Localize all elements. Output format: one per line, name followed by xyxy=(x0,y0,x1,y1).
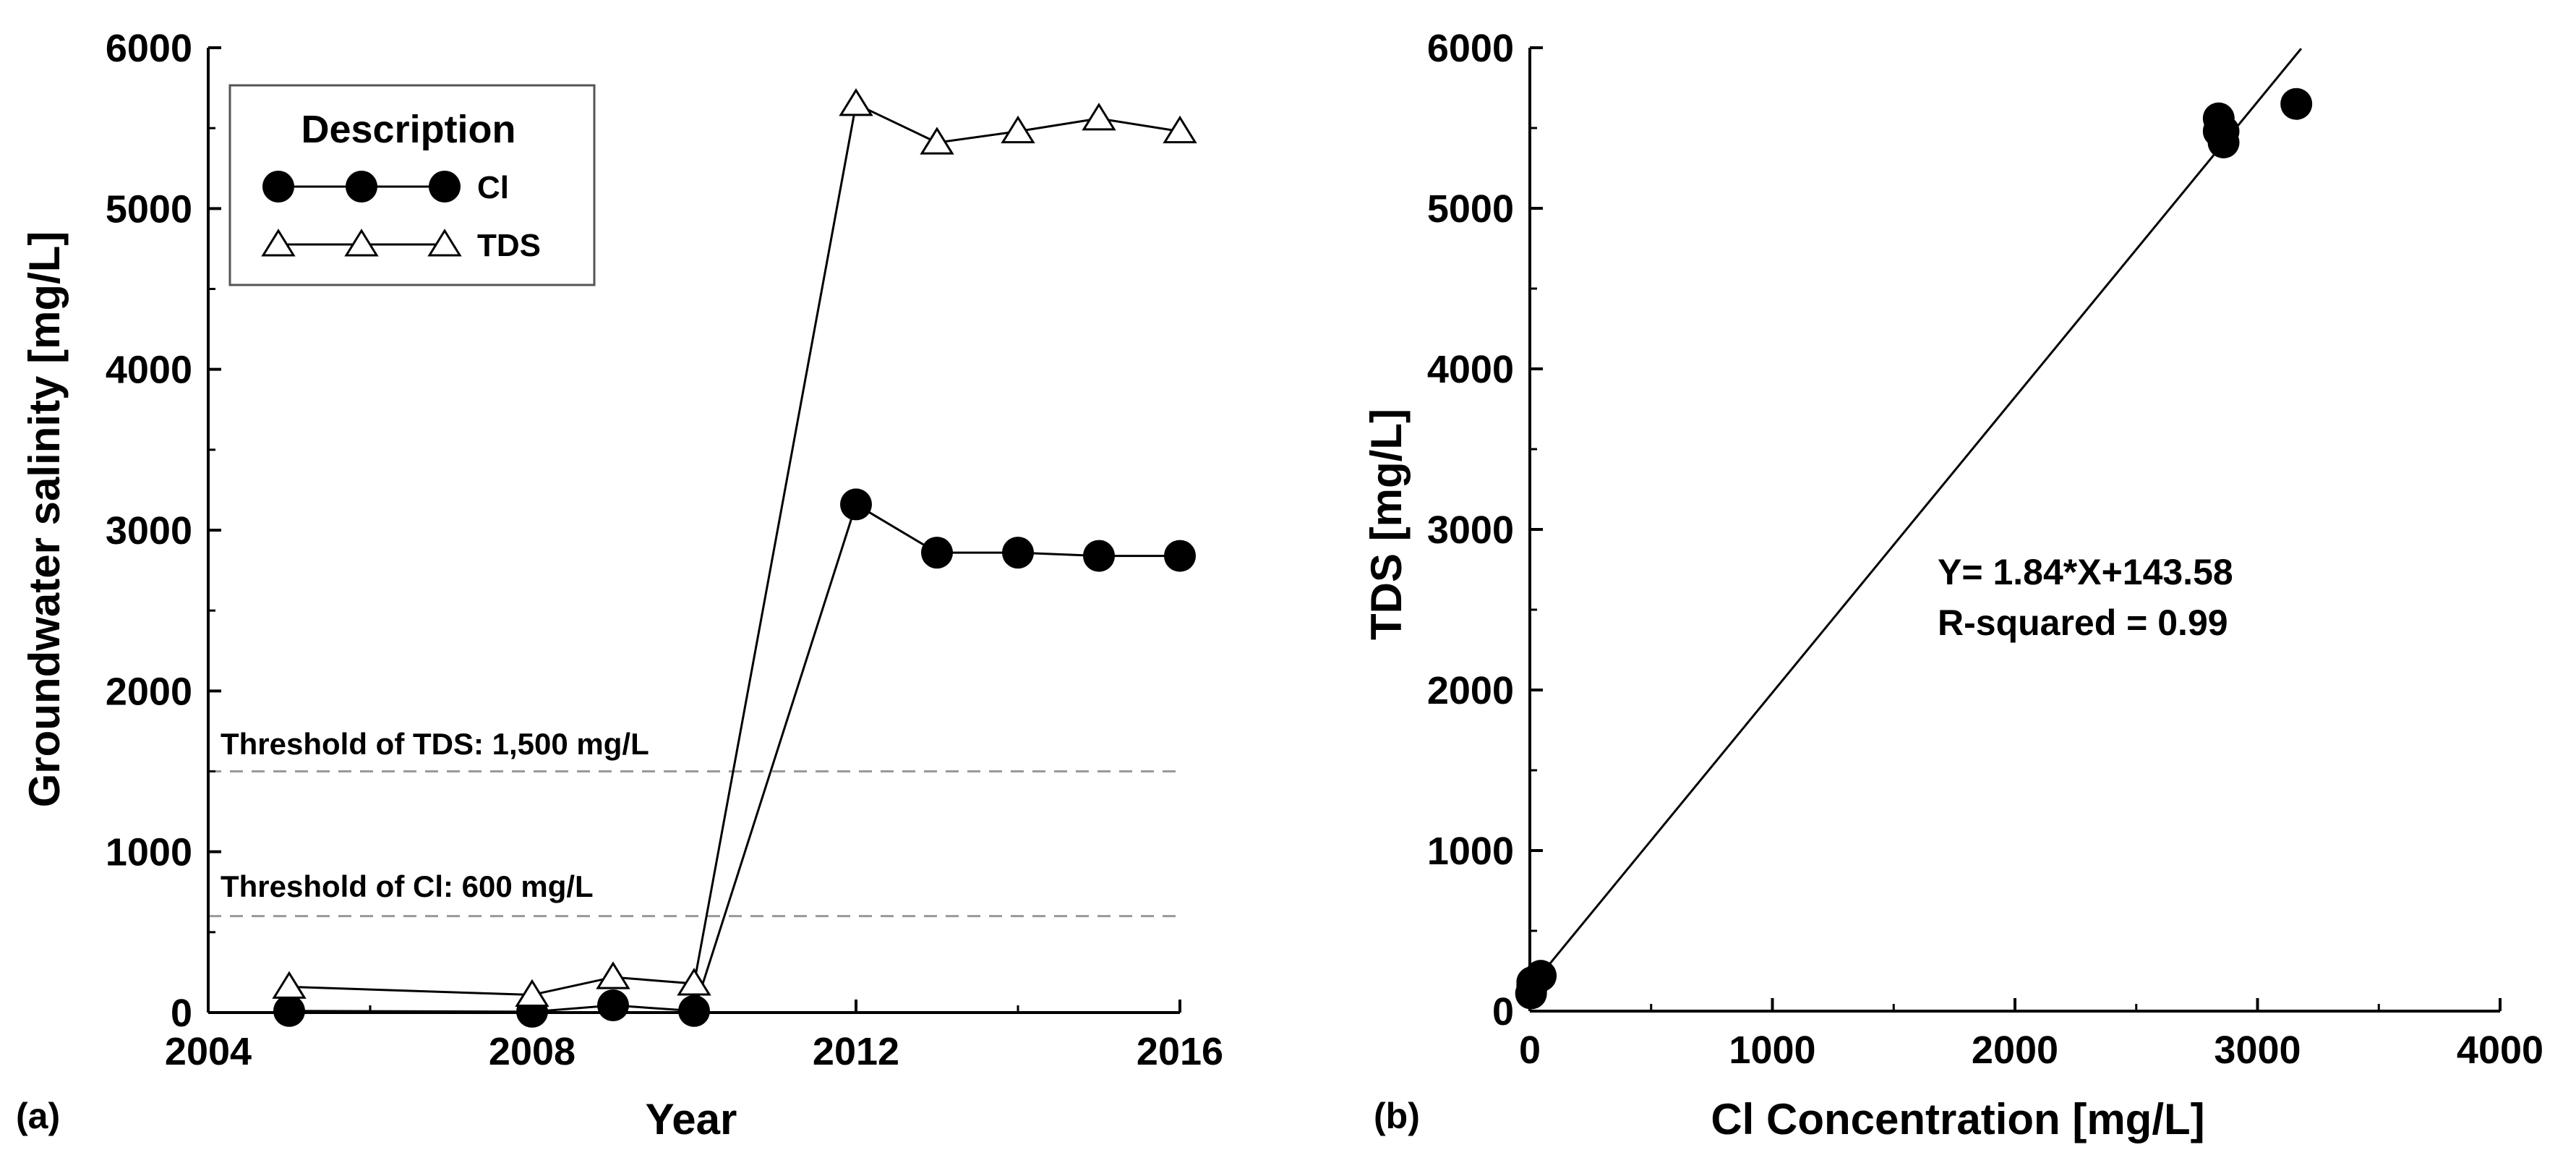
data-point-tds xyxy=(596,961,630,989)
data-point-cl xyxy=(1083,540,1115,572)
legend-tds-marker-3 xyxy=(427,229,462,257)
legend-cl-marker-1 xyxy=(262,171,294,203)
panel-a-label: (a) xyxy=(16,1096,60,1136)
legend-entry-cl: Cl xyxy=(262,170,509,205)
legend-cl-marker-3 xyxy=(429,171,461,203)
panel-a-x-tick-label: 2004 xyxy=(165,1030,252,1073)
panel-a-axes: 2004 2008 2012 2016 0 1000 2000 3000 4000 5000 600… xyxy=(106,27,1223,1073)
data-point-tds xyxy=(272,971,307,999)
panel-b-y-axis-title: TDS [mg/L] xyxy=(1362,409,1411,640)
data-point-cl xyxy=(273,994,305,1027)
data-point-cl xyxy=(597,989,629,1021)
panel-a-x-tick-label: 2012 xyxy=(813,1030,899,1073)
data-point-tds xyxy=(1001,115,1035,144)
panel-b-y-tick-label: 6000 xyxy=(1427,27,1514,70)
scatter-point xyxy=(2202,115,2235,148)
panel-a-y-tick-label: 3000 xyxy=(106,509,192,553)
panel-b-y-tick-label: 0 xyxy=(1492,990,1514,1034)
panel-a-y-tick-label: 1000 xyxy=(106,831,192,874)
panel-a-x-tick-label: 2008 xyxy=(489,1030,575,1073)
data-point-cl xyxy=(921,537,953,569)
data-point-tds xyxy=(1163,115,1197,144)
panel-a-y-tick-label: 5000 xyxy=(106,187,192,231)
regression-line-path xyxy=(1528,48,2303,989)
panel-b-y-tick-label: 4000 xyxy=(1427,348,1514,391)
data-point-cl xyxy=(1002,537,1034,569)
data-point-cl xyxy=(840,488,872,521)
panel-b-label: (b) xyxy=(1374,1096,1420,1136)
data-point-tds xyxy=(515,979,549,1007)
regression-line xyxy=(1528,48,2303,989)
panel-b-points xyxy=(1515,88,2313,1010)
panel-b-x-tick-label: 3000 xyxy=(2214,1028,2301,1072)
panel-a-series xyxy=(272,88,1197,1028)
threshold-tds-label: Threshold of TDS: 1,500 mg/L xyxy=(221,727,649,761)
panel-b-y-tick-label: 1000 xyxy=(1427,830,1514,873)
panel-b-scatter-chart: 0 1000 2000 3000 4000 0 1000 2000 3000 4000 5000 60… xyxy=(1362,27,2543,1143)
panel-a-y-axis-title: Groundwater salinity [mg/L] xyxy=(20,231,69,808)
legend-cl-marker-2 xyxy=(346,171,377,203)
data-point-tds xyxy=(920,127,954,155)
panel-a-y-tick-label: 6000 xyxy=(106,27,192,70)
data-point-cl xyxy=(678,994,710,1027)
panel-b-y-tick-label: 2000 xyxy=(1427,669,1514,712)
legend-title: Description xyxy=(301,108,515,151)
scatter-point xyxy=(2280,88,2313,120)
data-point-tds xyxy=(839,88,873,116)
data-point-tds xyxy=(677,968,711,996)
panel-b-x-tick-label: 1000 xyxy=(1729,1028,1815,1072)
legend-tds-marker-1 xyxy=(261,229,296,257)
panel-a-y-tick-label: 4000 xyxy=(106,349,192,392)
data-point-cl xyxy=(1164,540,1196,572)
panel-b-x-axis-title: Cl Concentration [mg/L] xyxy=(1711,1095,2204,1143)
panel-b-axes: 0 1000 2000 3000 4000 0 1000 2000 3000 4000 5000 60… xyxy=(1427,27,2543,1072)
scatter-point xyxy=(1516,966,1549,999)
legend-tds-marker-2 xyxy=(344,229,379,257)
threshold-lines xyxy=(208,770,1180,918)
threshold-cl-label: Threshold of Cl: 600 mg/L xyxy=(221,869,594,903)
panel-b-y-tick-label: 5000 xyxy=(1427,187,1514,231)
panel-a-x-tick-label: 2016 xyxy=(1137,1030,1223,1073)
legend-entry-tds: TDS xyxy=(261,228,541,263)
regression-equation: Y= 1.84*X+143.58 xyxy=(1938,552,2233,592)
legend-label-tds: TDS xyxy=(477,228,541,263)
panel-a-y-tick-label: 2000 xyxy=(106,670,192,713)
panel-a-x-axis-title: Year xyxy=(646,1095,737,1143)
panel-b-y-tick-label: 3000 xyxy=(1427,508,1514,552)
panel-b-x-tick-label: 0 xyxy=(1519,1028,1541,1072)
legend: Description Cl TDS xyxy=(228,84,596,286)
panel-b-x-tick-label: 4000 xyxy=(2457,1028,2543,1072)
data-point-tds xyxy=(1082,102,1116,131)
legend-label-cl: Cl xyxy=(477,170,509,205)
panel-a-y-tick-label: 0 xyxy=(171,992,192,1035)
panel-a-line-chart: 2004 2008 2012 2016 0 1000 2000 3000 4000 5000 600… xyxy=(16,27,1223,1143)
r-squared-label: R-squared = 0.99 xyxy=(1938,602,2228,643)
panel-b-x-tick-label: 2000 xyxy=(1972,1028,2058,1072)
